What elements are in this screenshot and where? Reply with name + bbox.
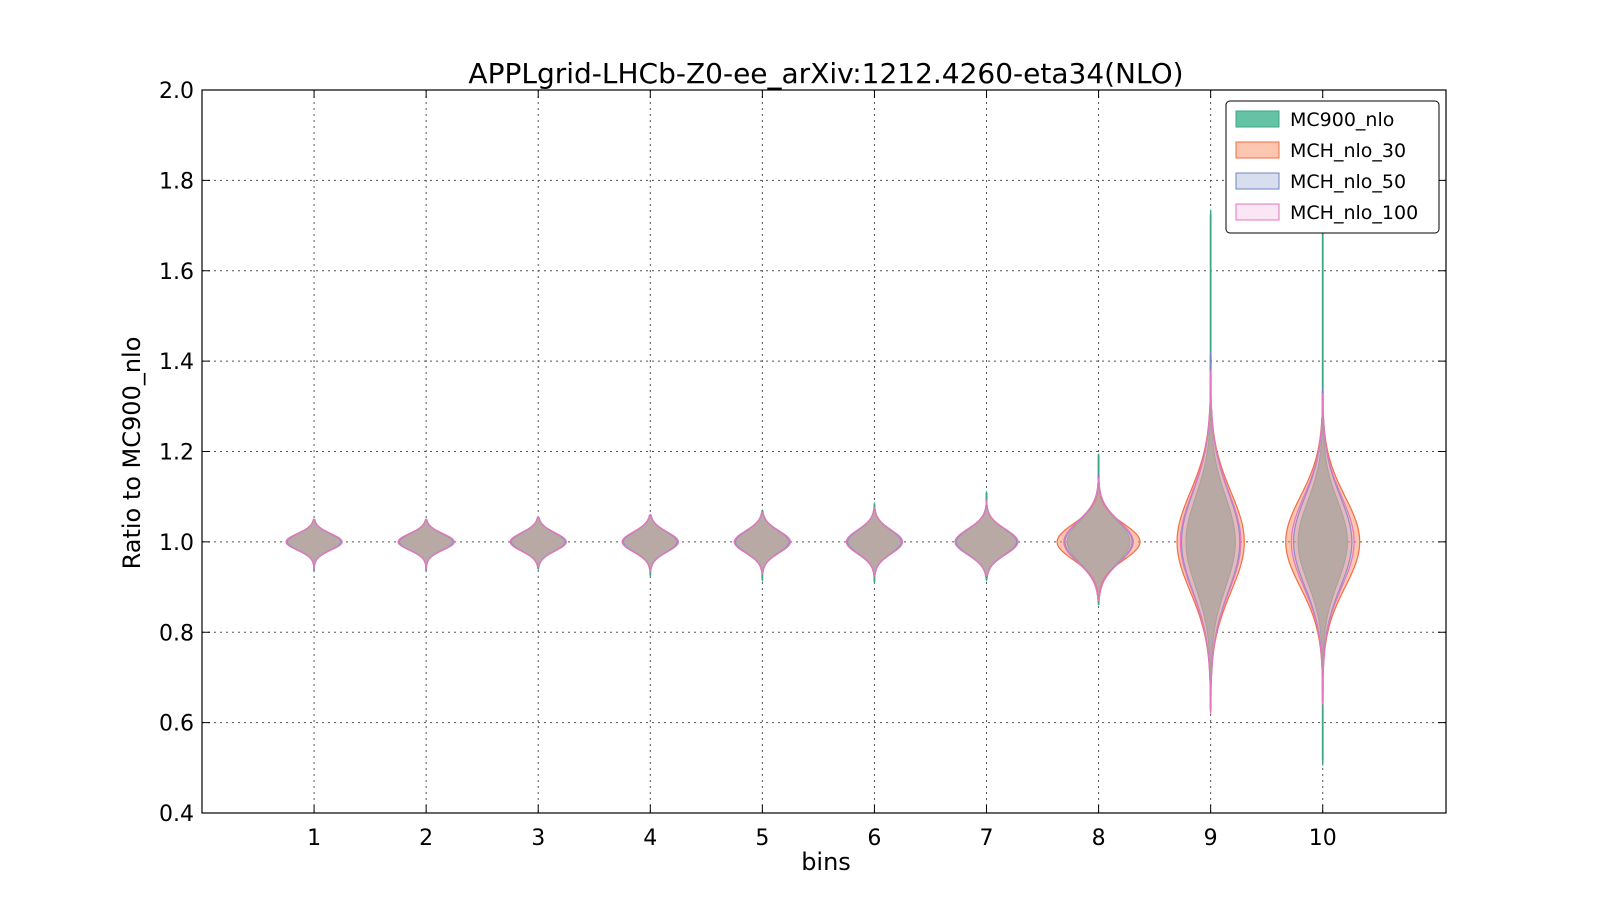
violin-MCH_nlo_100-bin-6: [845, 506, 904, 577]
violin-MCH_nlo_100-bin-7: [954, 499, 1019, 577]
y-tick-label-2: 0.8: [159, 621, 194, 646]
violin-MCH_nlo_100-bin-5: [733, 511, 791, 575]
x-tick-label-9: 9: [1204, 826, 1218, 851]
y-tick-label-4: 1.2: [159, 441, 194, 466]
violin-MCH_nlo_50-bin-10: [1292, 388, 1353, 696]
violin-MCH_nlo_30-bin-9: [1176, 404, 1245, 687]
legend-label-MC900_nlo: MC900_nlo: [1290, 109, 1394, 131]
legend-swatch-MC900_nlo: [1235, 110, 1280, 128]
violin-MCH_nlo_100-bin-1: [285, 518, 343, 571]
legend-box: [1225, 100, 1440, 234]
y-tick-label-7: 1.8: [159, 169, 194, 194]
y-tick-label-6: 1.6: [159, 260, 194, 285]
x-tick-label-2: 2: [419, 826, 433, 851]
x-tick-label-1: 1: [307, 826, 321, 851]
series-MCH_nlo_100: [285, 370, 1355, 714]
y-tick-label-8: 2.0: [159, 79, 194, 104]
violin-MCH_nlo_100-bin-9: [1179, 370, 1242, 714]
y-tick-label-5: 1.4: [159, 350, 194, 375]
violin-MCH_nlo_100-bin-4: [621, 513, 679, 573]
violin-MCH_nlo_100-bin-8: [1063, 476, 1134, 603]
axis-ticks: 1 2 3 4 5 6 7 8 9 10 0.4 0.6 0.8 1.0 1.2 1.4 1.6 1.8 2.0: [159, 79, 1446, 851]
legend-label-MCH_nlo_50: MCH_nlo_50: [1290, 171, 1406, 193]
y-tick-label-1: 0.6: [159, 712, 194, 737]
violins: [285, 209, 1361, 766]
x-tick-label-8: 8: [1092, 826, 1106, 851]
x-tick-label-4: 4: [643, 826, 657, 851]
x-tick-label-10: 10: [1309, 826, 1337, 851]
legend-label-MCH_nlo_100: MCH_nlo_100: [1290, 202, 1418, 224]
violin-MCH_nlo_50-bin-9: [1180, 352, 1241, 701]
chart-title: APPLgrid-LHCb-Z0-ee_arXiv:1212.4260-eta3…: [468, 57, 1183, 90]
x-tick-label-7: 7: [980, 826, 994, 851]
legend-swatch-MCH_nlo_30: [1235, 141, 1280, 159]
x-tick-label-3: 3: [531, 826, 545, 851]
y-tick-label-0: 0.4: [159, 802, 194, 827]
legend-swatch-MCH_nlo_50: [1235, 172, 1280, 190]
x-axis-label: bins: [801, 848, 851, 876]
violin-MCH_nlo_100-bin-10: [1290, 392, 1355, 705]
legend-swatch-MCH_nlo_100: [1235, 203, 1280, 221]
y-tick-label-3: 1.0: [159, 531, 194, 556]
x-tick-label-6: 6: [867, 826, 881, 851]
x-tick-label-5: 5: [755, 826, 769, 851]
y-axis-label: Ratio to MC900_nlo: [118, 337, 146, 570]
violin-MCH_nlo_100-bin-3: [509, 516, 567, 568]
legend: MC900_nlo MCH_nlo_30 MCH_nlo_50 MCH_nlo_100: [1225, 100, 1440, 234]
legend-label-MCH_nlo_30: MCH_nlo_30: [1290, 140, 1406, 162]
violin-MCH_nlo_100-bin-2: [397, 518, 455, 571]
